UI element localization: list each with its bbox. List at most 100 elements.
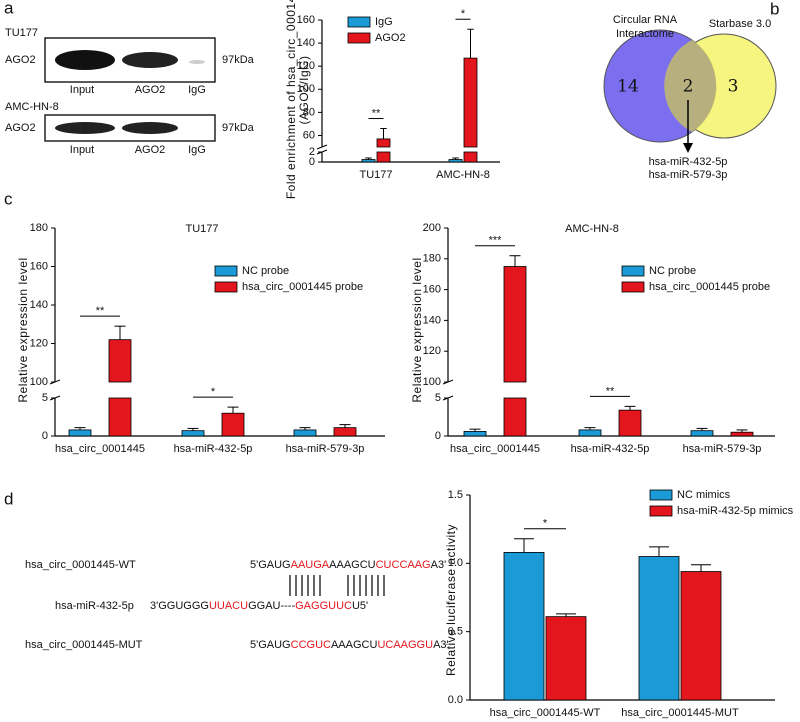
x-tick-label: hsa_circ_0001445-MUT (621, 707, 739, 719)
y-tick-label: 60 (303, 129, 315, 141)
y-tick-label: 140 (297, 37, 315, 49)
legend-label: NC probe (649, 265, 696, 277)
sequence: 5'GAUGCCGUCAAAGCUUCAAGGUA3' (250, 639, 449, 651)
blot-band (55, 122, 115, 134)
x-tick-label: hsa-miR-579-3p (286, 443, 365, 455)
bar (503, 397, 527, 437)
legend-swatch (649, 489, 673, 501)
legend-label: IgG (375, 16, 393, 28)
blot-band (55, 50, 115, 70)
protein-label: AGO2 (5, 54, 36, 66)
x-tick-label: TU177 (359, 169, 392, 181)
sequence-segment: GAGGUUC (295, 600, 352, 612)
bar (463, 57, 478, 148)
venn-count: 3 (728, 77, 739, 97)
legend-swatch (621, 265, 645, 277)
x-tick-label: hsa-miR-432-5p (571, 443, 650, 455)
legend-label: hsa_circ_0001445 probe (649, 281, 770, 293)
significance: *** (489, 235, 503, 247)
sequence-segment: A3' (431, 559, 447, 571)
y-tick-label: 0 (42, 430, 48, 442)
bar (68, 429, 92, 437)
panel-label: d (4, 489, 13, 508)
sequence-segment: CUCCAAG (376, 559, 431, 571)
legend-label: NC mimics (677, 489, 731, 501)
venn-overlap (664, 40, 717, 132)
sequence-segment: CCGUC (291, 639, 331, 651)
sequence: 5'GAUGAAUGAAAAGCUCUCCAAGA3' (250, 559, 446, 571)
venn-label: Interactome (616, 28, 674, 40)
y-tick-label: 0 (435, 430, 441, 442)
bar (545, 616, 587, 701)
venn-count: 2 (683, 77, 694, 97)
lane-label: IgG (188, 144, 206, 156)
bar (181, 430, 205, 437)
chart-title: TU177 (185, 223, 218, 235)
bar (376, 138, 391, 148)
lane-label: Input (70, 144, 94, 156)
size-label: 97kDa (222, 122, 255, 134)
y-tick-label: 0 (309, 156, 315, 168)
legend-swatch (347, 16, 371, 28)
sequence-segment: UUACU (209, 600, 248, 612)
bar (361, 159, 376, 163)
sequence: 3'GGUGGGUUACUGGAU----GAGGUUCU5' (150, 600, 368, 612)
axis-break (316, 144, 328, 150)
y-tick-label: 0.5 (448, 626, 463, 638)
y-tick-label: 100 (30, 376, 48, 388)
bar (463, 151, 478, 163)
significance: ** (96, 305, 105, 317)
mirna: hsa-miR-432-5p (649, 156, 728, 168)
y-tick-label: 140 (30, 299, 48, 311)
y-tick-label: 160 (423, 284, 441, 296)
cell-line: AMC-HN-8 (5, 101, 59, 113)
y-axis-title: Relative expression level (16, 257, 30, 402)
bar (618, 409, 642, 437)
sequence-label: hsa_circ_0001445-WT (25, 559, 136, 571)
y-tick-label: 100 (297, 83, 315, 95)
bar (376, 151, 391, 163)
y-tick-label: 180 (423, 253, 441, 265)
significance: ** (372, 107, 381, 119)
x-tick-label: hsa_circ_0001445 (55, 443, 145, 455)
bar (221, 412, 245, 437)
mirna: hsa-miR-579-3p (649, 169, 728, 181)
sequence-segment: AAAGCU (331, 639, 378, 651)
blot-band (189, 60, 205, 64)
y-tick-label: 120 (297, 60, 315, 72)
y-tick-label: 0.0 (448, 694, 463, 706)
lane-label: AGO2 (135, 144, 166, 156)
bar (108, 339, 132, 383)
x-tick-label: hsa-miR-432-5p (174, 443, 253, 455)
sequence-segment: 5'GAUG (250, 639, 291, 651)
sequence-segment: A3' (433, 639, 449, 651)
y-tick-label: 160 (297, 14, 315, 26)
y-tick-label: 2 (309, 146, 315, 158)
blot-band (122, 122, 178, 134)
y-tick-label: 100 (423, 376, 441, 388)
x-tick-label: AMC-HN-8 (436, 169, 490, 181)
bar (578, 429, 602, 437)
pairing-lines (289, 575, 385, 596)
bar (503, 266, 527, 383)
legend-swatch (621, 281, 645, 293)
y-axis-title: (AGO2/IgG) (297, 55, 311, 124)
cell-line: TU177 (5, 27, 38, 39)
y-tick-label: 160 (30, 260, 48, 272)
venn-label: Starbase 3.0 (709, 18, 771, 30)
sequence-segment: U5' (352, 600, 368, 612)
legend-swatch (649, 505, 673, 517)
bar (448, 159, 463, 163)
venn-count: 14 (617, 77, 639, 97)
bar (333, 427, 357, 437)
venn-label: Circular RNA (613, 14, 678, 26)
size-label: 97kDa (222, 54, 255, 66)
arrow-head (683, 143, 693, 153)
y-tick-label: 120 (30, 337, 48, 349)
legend-swatch (214, 281, 238, 293)
bar (730, 431, 754, 437)
bar (463, 431, 487, 437)
sequence-segment: AAUGA (291, 559, 330, 571)
y-axis-title: Fold enrichment of hsa_circ_0001445 (284, 0, 298, 199)
